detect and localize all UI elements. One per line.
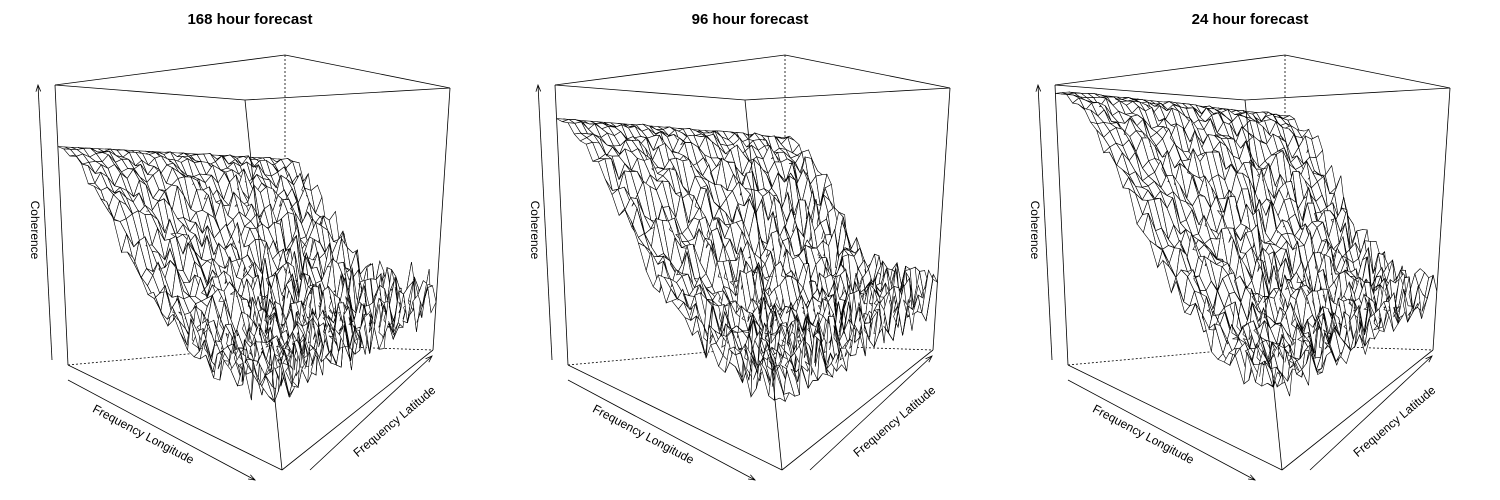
axis-arrow	[37, 84, 53, 361]
panel: 168 hour forecast Coherence Frequency Long…	[28, 11, 451, 481]
arrow-head	[748, 474, 757, 481]
surface	[556, 118, 939, 403]
box-edge	[54, 84, 246, 101]
z-axis-label: Coherence	[1028, 201, 1042, 260]
box-edge	[1284, 54, 1451, 89]
x-axis-label: Frequency Longitude	[590, 402, 696, 467]
panel: 24 hour forecast Coherence Frequency Longi…	[1028, 11, 1451, 481]
z-axis-label: Coherence	[28, 201, 42, 260]
box-edge	[1067, 364, 1283, 471]
box-edge	[784, 54, 951, 89]
box-edge	[1281, 349, 1434, 471]
arrow-head	[1248, 474, 1257, 481]
box-edge	[1054, 84, 1246, 101]
axis-arrow	[1037, 84, 1053, 361]
axis-arrow	[1309, 355, 1433, 471]
box-edge	[432, 87, 451, 351]
arrow-head	[1035, 83, 1042, 92]
panel-title: 96 hour forecast	[692, 11, 809, 28]
box-edge	[1432, 87, 1451, 351]
x-axis-label: Frequency Longitude	[90, 402, 196, 467]
box-edge	[567, 364, 783, 471]
z-axis-label: Coherence	[528, 201, 542, 260]
box-edge	[744, 87, 951, 101]
arrow-head	[35, 83, 42, 92]
y-axis-label: Frequency Latitude	[1351, 383, 1439, 460]
axis-arrow	[309, 355, 433, 471]
panel-title: 24 hour forecast	[1192, 11, 1309, 28]
box-edge	[244, 99, 283, 471]
panel: 96 hour forecast Coherence Frequency Longi…	[528, 11, 951, 481]
y-axis-label: Frequency Latitude	[351, 383, 439, 460]
arrow-head	[248, 474, 257, 481]
surface-cell	[427, 285, 437, 314]
box-edge	[281, 349, 434, 471]
axis-arrow	[67, 379, 256, 481]
box-edge	[1244, 87, 1451, 101]
box-edge	[54, 54, 286, 86]
box-edge	[1244, 99, 1283, 471]
box-edge	[554, 54, 786, 86]
axis-arrow	[809, 355, 933, 471]
box-edge	[932, 87, 951, 351]
axis-arrow	[567, 379, 756, 481]
box-edge	[744, 99, 783, 471]
panel-title: 168 hour forecast	[187, 11, 312, 28]
box-edge	[54, 84, 69, 366]
surface	[1055, 91, 1438, 397]
axis-arrow	[1067, 379, 1256, 481]
surface	[57, 146, 437, 403]
box-edge	[284, 54, 451, 89]
axis-arrow	[537, 84, 553, 361]
arrow-head	[535, 83, 542, 92]
box-edge	[554, 84, 569, 366]
box-edge	[67, 364, 283, 471]
arrow-head	[425, 355, 433, 363]
box-edge	[1054, 54, 1286, 86]
box-edge	[781, 349, 934, 471]
box-edge	[1054, 84, 1069, 366]
x-axis-label: Frequency Longitude	[1090, 402, 1196, 467]
box-edge	[244, 87, 451, 101]
y-axis-label: Frequency Latitude	[851, 383, 939, 460]
arrow-head	[1425, 355, 1433, 363]
box-edge	[554, 84, 746, 101]
arrow-head	[925, 355, 933, 363]
